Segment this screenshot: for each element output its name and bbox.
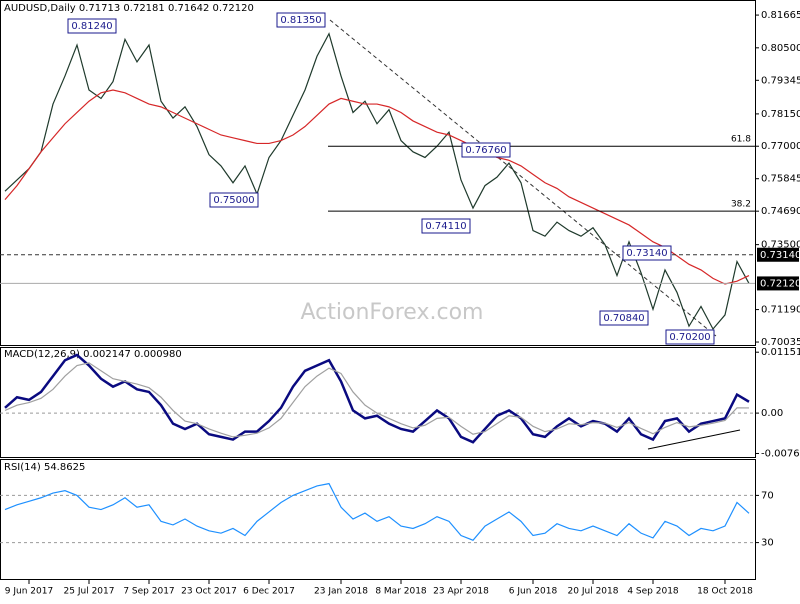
x-tick-label: 20 Jul 2018 <box>568 587 619 597</box>
y-tick-label: 30 <box>761 538 774 549</box>
annotation-box <box>599 310 649 326</box>
annotation-box <box>276 12 326 28</box>
fib-label: 61.8 <box>731 135 751 145</box>
price-panel-frame <box>0 0 756 346</box>
rsi-title: RSI(14) 54.8625 <box>4 462 85 473</box>
y-tick-label: 0.79345 <box>761 75 800 86</box>
x-tick-label: 4 Sep 2018 <box>627 587 679 597</box>
annotation-label: 0.75000 <box>213 195 254 206</box>
series-line <box>4 32 750 331</box>
price-label: 0.72120 <box>760 278 800 289</box>
annotation-label: 0.70200 <box>669 332 710 343</box>
rsi-panel-frame <box>0 459 756 580</box>
chart-title: AUDUSD,Daily 0.71713 0.72181 0.71642 0.7… <box>4 3 254 14</box>
annotation-label: 0.73140 <box>626 248 667 259</box>
x-tick-label: 25 Jul 2017 <box>64 587 115 597</box>
series-line <box>4 362 750 438</box>
annotation-label: 0.76760 <box>465 145 506 156</box>
series-line <box>4 89 750 285</box>
y-tick-label: 0.75845 <box>761 174 800 185</box>
y-tick-label: 0.71190 <box>761 305 800 316</box>
annotation-box <box>421 218 471 234</box>
price-label-bg <box>757 276 799 291</box>
y-tick-label: 0.78150 <box>761 109 800 120</box>
x-tick-label: 8 Mar 2018 <box>375 587 427 597</box>
annotation-box <box>461 142 511 158</box>
y-tick-label: 0.80500 <box>761 43 800 54</box>
series-line <box>4 482 750 541</box>
x-tick-label: 9 Jun 2017 <box>5 587 53 597</box>
x-tick-label: 23 Oct 2017 <box>181 587 237 597</box>
annotation-box <box>622 245 672 261</box>
y-tick-label: -0.007634 <box>761 448 800 459</box>
y-tick-label: 0.81665 <box>761 10 800 21</box>
y-tick-label: 70 <box>761 490 774 501</box>
y-tick-label: 0.74690 <box>761 206 800 217</box>
annotation-box <box>67 18 117 34</box>
macd-trendline <box>647 429 741 450</box>
x-tick-label: 23 Jan 2018 <box>314 587 368 597</box>
trendline <box>329 19 717 337</box>
annotation-label: 0.74110 <box>425 221 466 232</box>
annotation-label: 0.81350 <box>280 15 321 26</box>
y-tick-label: 0.77000 <box>761 141 800 152</box>
macd-panel-frame <box>0 347 756 458</box>
annotation-label: 0.81240 <box>71 21 112 32</box>
price-label: 0.73140 <box>760 250 800 261</box>
x-tick-label: 18 Oct 2018 <box>697 587 753 597</box>
x-tick-label: 7 Sep 2017 <box>123 587 174 597</box>
watermark: ActionForex.com <box>301 300 484 325</box>
annotation-box <box>665 329 715 345</box>
y-tick-label: 0.73500 <box>761 240 800 251</box>
annotation-label: 0.70840 <box>603 313 644 324</box>
macd-title: MACD(12,26,9) 0.002147 0.000980 <box>4 349 182 360</box>
series-line <box>4 353 750 444</box>
annotation-box <box>209 192 259 208</box>
x-tick-label: 6 Jun 2018 <box>509 587 558 597</box>
x-tick-label: 6 Dec 2017 <box>243 587 295 597</box>
fib-label: 38.2 <box>731 200 751 210</box>
y-tick-label: 0.00 <box>761 408 783 419</box>
price-label-bg <box>757 247 799 262</box>
y-tick-label: 0.70035 <box>761 337 800 348</box>
x-tick-label: 23 Apr 2018 <box>433 587 489 597</box>
y-tick-label: 0.011517 <box>761 347 800 358</box>
